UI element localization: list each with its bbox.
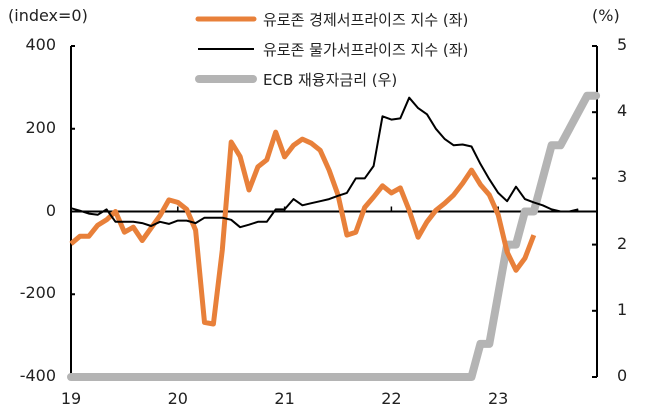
left-axis-tick-label: 200 [25,117,56,137]
legend-swatch-black-line-icon [198,48,254,50]
x-axis-tick-label: 20 [167,389,188,408]
left-axis-tick-label: 400 [25,35,56,54]
right-axis-tick-label: 1 [617,299,628,319]
axes [70,45,598,378]
legend-label: ECB 재융자금리 (우) [263,70,398,89]
right-axis-tick-label: 4 [617,101,628,121]
x-axis-tick-label: 22 [381,389,402,408]
right-axis-tick-label: 0 [617,366,628,385]
left-axis-tick-label: -200 [19,283,56,303]
legend-item-inflation-surprise: 유로존 물가서프라이즈 지수 (좌) [195,34,468,64]
inflation-surprise-line [70,96,579,229]
legend-item-ecb-rate: ECB 재융자금리 (우) [195,64,468,94]
legend-label: 유로존 경제서프라이즈 지수 (좌) [263,10,469,29]
x-axis-tick-label: 21 [274,389,295,408]
legend-item-economic-surprise: 유로존 경제서프라이즈 지수 (좌) [195,4,468,34]
chart-legend: 유로존 경제서프라이즈 지수 (좌) 유로존 물가서프라이즈 지수 (좌) EC… [195,4,468,94]
legend-label: 유로존 물가서프라이즈 지수 (좌) [263,40,469,59]
left-axis-tick-label: -400 [19,366,56,385]
left-axis-unit-label: (index=0) [8,6,88,25]
ecb-rate-line [67,91,601,381]
right-axis-tick-label: 3 [617,167,628,187]
x-axis-tick-label: 23 [488,389,509,408]
series-lines [67,91,601,381]
legend-swatch-gray-line-icon [195,75,257,83]
legend-swatch-orange-line-icon [195,16,257,22]
x-axis-tick-label: 19 [60,389,82,408]
right-axis-tick-label: 5 [617,35,628,54]
left-axis-tick-label: 0 [45,200,56,220]
right-axis-tick-label: 2 [617,233,628,253]
economic-surprise-line [69,129,537,327]
right-axis-unit-label: (%) [592,6,620,25]
